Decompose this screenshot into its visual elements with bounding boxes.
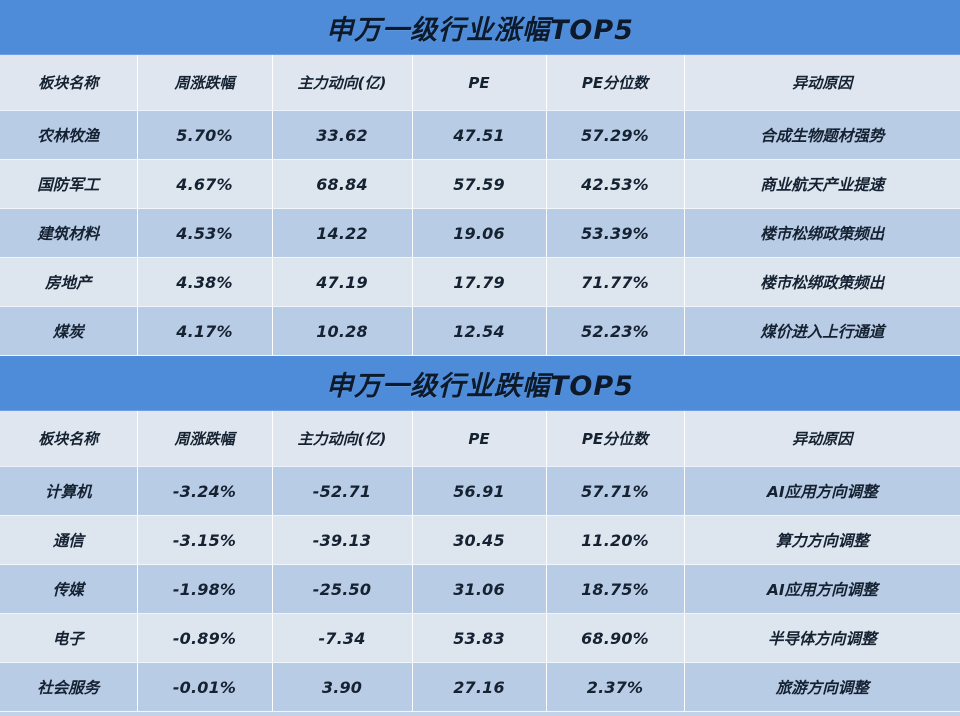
- cell-main-flow: 47.19: [272, 257, 413, 307]
- cell-pe: 53.83: [412, 613, 547, 663]
- cell-pe-percentile: 57.29%: [546, 110, 685, 160]
- cell-sector-name: 国防军工: [0, 159, 138, 209]
- cell-weekly-change: -3.15%: [137, 515, 273, 565]
- cell-pe: 27.16: [412, 662, 547, 712]
- losers-panel: 申万一级行业跌幅TOP5 板块名称 周涨跌幅 主力动向(亿) PE PE分位数 …: [0, 356, 960, 712]
- column-header-pe: PE: [412, 55, 547, 111]
- cell-main-flow: -7.34: [272, 613, 413, 663]
- losers-table: 板块名称 周涨跌幅 主力动向(亿) PE PE分位数 异动原因 计算机 -3.2…: [0, 411, 960, 712]
- gainers-table: 板块名称 周涨跌幅 主力动向(亿) PE PE分位数 异动原因 农林牧渔 5.7…: [0, 55, 960, 356]
- cell-sector-name: 传媒: [0, 564, 138, 614]
- table-row: 传媒 -1.98% -25.50 31.06 18.75% AI应用方向调整: [0, 564, 960, 614]
- cell-reason: 合成生物题材强势: [684, 110, 960, 160]
- cell-main-flow: 3.90: [272, 662, 413, 712]
- cell-weekly-change: 4.67%: [137, 159, 273, 209]
- cell-weekly-change: -1.98%: [137, 564, 273, 614]
- losers-table-head: 板块名称 周涨跌幅 主力动向(亿) PE PE分位数 异动原因: [0, 411, 960, 467]
- table-row: 社会服务 -0.01% 3.90 27.16 2.37% 旅游方向调整: [0, 662, 960, 712]
- cell-pe: 12.54: [412, 306, 547, 356]
- gainers-table-head: 板块名称 周涨跌幅 主力动向(亿) PE PE分位数 异动原因: [0, 55, 960, 111]
- gainers-panel: 申万一级行业涨幅TOP5 板块名称 周涨跌幅 主力动向(亿) PE PE分位数 …: [0, 0, 960, 356]
- cell-main-flow: 14.22: [272, 208, 413, 258]
- cell-weekly-change: 5.70%: [137, 110, 273, 160]
- column-header-pe: PE: [412, 411, 547, 467]
- cell-pe-percentile: 2.37%: [546, 662, 685, 712]
- cell-main-flow: -25.50: [272, 564, 413, 614]
- cell-pe: 31.06: [412, 564, 547, 614]
- cell-sector-name: 计算机: [0, 466, 138, 516]
- losers-title-bar: 申万一级行业跌幅TOP5: [0, 356, 960, 411]
- losers-header-row: 板块名称 周涨跌幅 主力动向(亿) PE PE分位数 异动原因: [0, 411, 960, 467]
- cell-pe-percentile: 42.53%: [546, 159, 685, 209]
- gainers-header-row: 板块名称 周涨跌幅 主力动向(亿) PE PE分位数 异动原因: [0, 55, 960, 111]
- column-header-reason: 异动原因: [684, 411, 960, 467]
- cell-reason: 旅游方向调整: [684, 662, 960, 712]
- table-row: 煤炭 4.17% 10.28 12.54 52.23% 煤价进入上行通道: [0, 306, 960, 356]
- cell-pe-percentile: 52.23%: [546, 306, 685, 356]
- losers-title: 申万一级行业跌幅TOP5: [326, 371, 634, 402]
- cell-main-flow: 33.62: [272, 110, 413, 160]
- cell-pe: 17.79: [412, 257, 547, 307]
- cell-reason: 楼市松绑政策频出: [684, 208, 960, 258]
- cell-sector-name: 煤炭: [0, 306, 138, 356]
- cell-pe: 57.59: [412, 159, 547, 209]
- cell-reason: 算力方向调整: [684, 515, 960, 565]
- cell-main-flow: -39.13: [272, 515, 413, 565]
- cell-pe: 56.91: [412, 466, 547, 516]
- table-row: 建筑材料 4.53% 14.22 19.06 53.39% 楼市松绑政策频出: [0, 208, 960, 258]
- cell-sector-name: 社会服务: [0, 662, 138, 712]
- cell-weekly-change: -0.01%: [137, 662, 273, 712]
- table-row: 通信 -3.15% -39.13 30.45 11.20% 算力方向调整: [0, 515, 960, 565]
- column-header-pe-percentile: PE分位数: [546, 55, 685, 111]
- cell-pe: 19.06: [412, 208, 547, 258]
- cell-main-flow: -52.71: [272, 466, 413, 516]
- cell-reason: 半导体方向调整: [684, 613, 960, 663]
- cell-pe-percentile: 71.77%: [546, 257, 685, 307]
- cell-weekly-change: 4.38%: [137, 257, 273, 307]
- cell-reason: 煤价进入上行通道: [684, 306, 960, 356]
- cell-sector-name: 房地产: [0, 257, 138, 307]
- cell-reason: 楼市松绑政策频出: [684, 257, 960, 307]
- gainers-table-body: 农林牧渔 5.70% 33.62 47.51 57.29% 合成生物题材强势 国…: [0, 110, 960, 356]
- column-header-flow: 主力动向(亿): [272, 411, 413, 467]
- cell-pe-percentile: 18.75%: [546, 564, 685, 614]
- table-row: 电子 -0.89% -7.34 53.83 68.90% 半导体方向调整: [0, 613, 960, 663]
- column-header-reason: 异动原因: [684, 55, 960, 111]
- cell-weekly-change: -3.24%: [137, 466, 273, 516]
- table-row: 农林牧渔 5.70% 33.62 47.51 57.29% 合成生物题材强势: [0, 110, 960, 160]
- cell-sector-name: 通信: [0, 515, 138, 565]
- column-header-change: 周涨跌幅: [137, 55, 273, 111]
- cell-pe-percentile: 57.71%: [546, 466, 685, 516]
- cell-pe-percentile: 11.20%: [546, 515, 685, 565]
- cell-sector-name: 农林牧渔: [0, 110, 138, 160]
- cell-reason: AI应用方向调整: [684, 466, 960, 516]
- gainers-title: 申万一级行业涨幅TOP5: [326, 15, 634, 46]
- column-header-name: 板块名称: [0, 55, 138, 111]
- cell-main-flow: 68.84: [272, 159, 413, 209]
- cell-pe: 47.51: [412, 110, 547, 160]
- column-header-name: 板块名称: [0, 411, 138, 467]
- cell-pe-percentile: 53.39%: [546, 208, 685, 258]
- cell-weekly-change: -0.89%: [137, 613, 273, 663]
- column-header-pe-percentile: PE分位数: [546, 411, 685, 467]
- column-header-flow: 主力动向(亿): [272, 55, 413, 111]
- cell-reason: AI应用方向调整: [684, 564, 960, 614]
- cell-main-flow: 10.28: [272, 306, 413, 356]
- cell-reason: 商业航天产业提速: [684, 159, 960, 209]
- losers-table-body: 计算机 -3.24% -52.71 56.91 57.71% AI应用方向调整 …: [0, 466, 960, 712]
- table-row: 国防军工 4.67% 68.84 57.59 42.53% 商业航天产业提速: [0, 159, 960, 209]
- cell-weekly-change: 4.17%: [137, 306, 273, 356]
- gainers-title-bar: 申万一级行业涨幅TOP5: [0, 0, 960, 55]
- table-row: 房地产 4.38% 47.19 17.79 71.77% 楼市松绑政策频出: [0, 257, 960, 307]
- cell-pe-percentile: 68.90%: [546, 613, 685, 663]
- cell-weekly-change: 4.53%: [137, 208, 273, 258]
- column-header-change: 周涨跌幅: [137, 411, 273, 467]
- cell-sector-name: 电子: [0, 613, 138, 663]
- cell-sector-name: 建筑材料: [0, 208, 138, 258]
- table-row: 计算机 -3.24% -52.71 56.91 57.71% AI应用方向调整: [0, 466, 960, 516]
- cell-pe: 30.45: [412, 515, 547, 565]
